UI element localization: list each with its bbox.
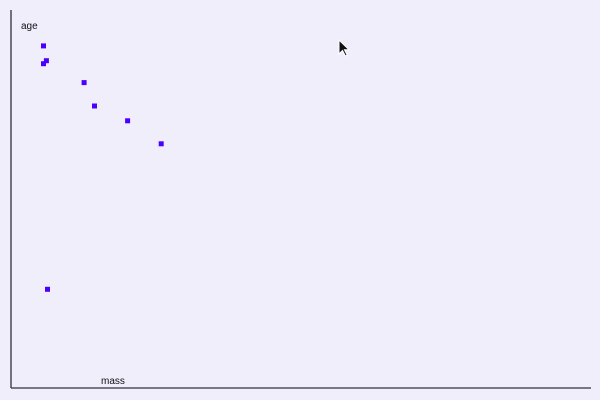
y-axis-label: age	[21, 21, 38, 32]
data-point-4	[81, 80, 87, 86]
data-point-2	[43, 58, 49, 64]
data-points	[41, 43, 164, 292]
data-point-6	[125, 118, 131, 124]
mouse-cursor-icon	[338, 39, 350, 57]
data-point-5	[92, 103, 97, 109]
data-point-3	[41, 61, 46, 67]
data-point-1	[41, 43, 46, 49]
data-point-8	[45, 286, 50, 292]
x-axis-label: mass	[101, 376, 125, 387]
data-point-7	[158, 141, 164, 147]
